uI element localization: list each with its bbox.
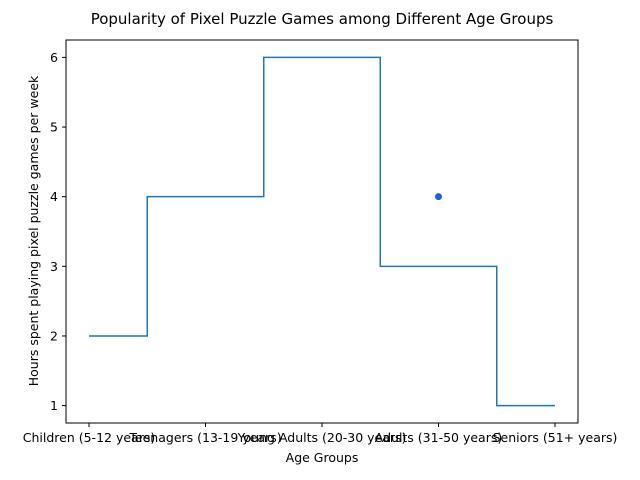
y-tick-label: 1 <box>50 398 58 413</box>
y-tick-label: 4 <box>50 189 58 204</box>
x-tick-label: Adults (31-50 years) <box>375 430 503 445</box>
plot-area <box>89 56 555 407</box>
highlight-point <box>435 193 442 201</box>
chart-title: Popularity of Pixel Puzzle Games among D… <box>91 10 554 28</box>
x-tick-label: Seniors (51+ years) <box>493 430 618 445</box>
x-tick-label: Young Adults (20-30 years) <box>237 430 407 445</box>
series-step-line <box>89 56 555 407</box>
y-axis-label: Hours spent playing pixel puzzle games p… <box>26 75 41 386</box>
x-axis: Children (5-12 years)Teenagers (13-19 ye… <box>23 423 618 445</box>
axes-frame <box>65 39 579 424</box>
y-axis: 1 2 3 4 5 6 <box>50 50 66 413</box>
x-tick-label: Teenagers (13-19 years) <box>128 430 281 445</box>
y-tick-label: 5 <box>50 120 58 135</box>
y-tick-label: 2 <box>50 328 58 343</box>
y-tick-label: 6 <box>50 50 58 65</box>
x-axis-label: Age Groups <box>286 450 359 465</box>
y-tick-label: 3 <box>50 259 58 274</box>
x-tick-label: Children (5-12 years) <box>23 430 155 445</box>
